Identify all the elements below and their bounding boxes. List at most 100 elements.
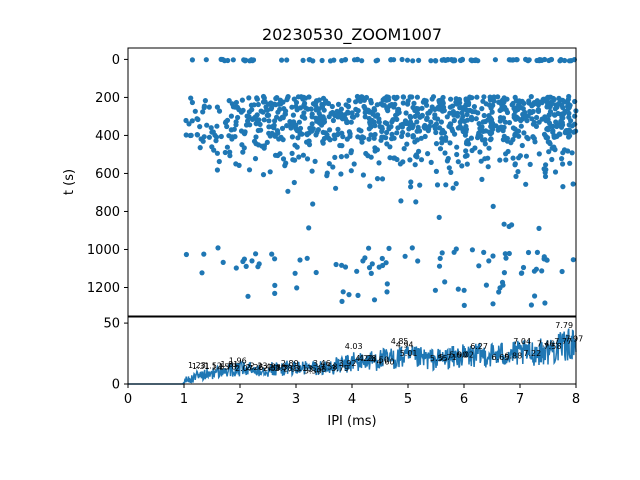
scatter-point-224 [226, 98, 232, 104]
scatter-point-1129 [249, 258, 255, 264]
scatter-point-814 [571, 129, 577, 135]
scatter-point-338 [363, 94, 370, 101]
scatter-point-82 [450, 57, 456, 63]
peak-annotation-36: 6.65 [491, 353, 509, 362]
scatter-point-415 [437, 125, 443, 131]
scatter-point-804 [241, 130, 247, 136]
scatter-point-984 [561, 147, 568, 153]
scatter-point-1117 [376, 264, 382, 270]
scatter-point-1104 [342, 264, 349, 270]
scatter-point-749 [432, 106, 438, 112]
scatter-point-890 [455, 159, 461, 165]
scatter-point-733 [327, 127, 333, 133]
scatter-point-1049 [434, 182, 441, 188]
scatter-point-856 [408, 123, 414, 129]
scatter-point-1109 [199, 270, 205, 276]
scatter-point-1122 [525, 249, 532, 256]
raster-y-tick-label-4: 800 [95, 205, 120, 220]
scatter-point-982 [241, 145, 247, 151]
scatter-point-1050 [367, 183, 373, 189]
scatter-point-860 [273, 132, 279, 138]
scatter-point-799 [296, 119, 302, 125]
peak-annotation-44: 7.97 [565, 335, 583, 344]
scatter-point-337 [565, 105, 572, 112]
scatter-point-739 [464, 111, 470, 118]
scatter-point-302 [260, 99, 267, 105]
scatter-point-848 [313, 107, 319, 113]
scatter-point-1048 [485, 164, 491, 170]
scatter-point-863 [558, 124, 565, 130]
scatter-point-342 [471, 104, 477, 110]
scatter-point-1139 [384, 281, 390, 287]
scatter-point-965 [418, 157, 425, 163]
scatter-point-646 [476, 121, 482, 127]
scatter-point-414 [308, 106, 314, 112]
scatter-point-419 [518, 123, 524, 129]
scatter-point-1119 [233, 265, 239, 271]
scatter-point-39 [250, 57, 257, 63]
scatter-point-1136 [294, 285, 300, 291]
scatter-point-914 [437, 146, 444, 152]
scatter-point-999 [551, 144, 557, 150]
scatter-point-947 [549, 156, 555, 163]
scatter-point-783 [521, 130, 527, 136]
scatter-point-778 [414, 110, 421, 116]
scatter-point-43 [319, 57, 325, 64]
scatter-point-806 [459, 125, 465, 131]
scatter-point-72 [433, 58, 439, 64]
scatter-point-234 [488, 105, 494, 111]
scatter-point-955 [500, 137, 506, 143]
scatter-point-953 [251, 138, 258, 144]
scatter-point-86 [542, 56, 548, 63]
scatter-point-1153 [442, 279, 448, 285]
scatter-point-1040 [260, 172, 267, 178]
scatter-point-665 [344, 119, 350, 125]
scatter-point-425 [330, 117, 336, 124]
histogram-x-tick-label-0: 0 [124, 392, 132, 407]
scatter-point-870 [497, 157, 503, 163]
scatter-point-741 [366, 109, 373, 115]
scatter-point-87 [374, 57, 381, 63]
scatter-point-311 [295, 94, 301, 100]
scatter-point-971 [400, 159, 406, 165]
scatter-point-78 [306, 57, 312, 63]
scatter-point-20 [359, 58, 365, 64]
scatter-point-697 [186, 121, 192, 127]
scatter-point-991 [280, 137, 286, 143]
raster-y-tick-label-2: 400 [95, 129, 120, 144]
scatter-point-1017 [413, 153, 419, 159]
scatter-point-1154 [339, 298, 345, 304]
scatter-point-431 [289, 134, 295, 140]
scatter-point-962 [503, 157, 509, 163]
scatter-point-44 [189, 57, 195, 63]
scatter-point-771 [340, 134, 346, 140]
scatter-point-825 [382, 120, 388, 126]
scatter-point-1059 [330, 164, 336, 170]
scatter-point-181 [526, 98, 532, 104]
scatter-point-306 [280, 99, 286, 105]
scatter-point-958 [447, 140, 453, 146]
scatter-point-994 [567, 160, 573, 166]
scatter-point-36 [331, 57, 337, 63]
scatter-point-820 [388, 124, 394, 130]
scatter-point-808 [302, 115, 308, 121]
peak-annotation-14: 2.89 [281, 359, 299, 368]
scatter-point-264 [409, 94, 415, 100]
scatter-point-641 [432, 112, 438, 118]
scatter-point-686 [457, 119, 463, 125]
peak-annotation-16: 3.13 [294, 364, 312, 373]
scatter-point-278 [345, 104, 352, 110]
scatter-point-347 [313, 100, 319, 106]
scatter-point-296 [230, 104, 236, 110]
scatter-point-873 [443, 137, 449, 143]
scatter-point-1116 [366, 245, 372, 251]
scatter-point-26 [410, 58, 416, 64]
scatter-point-491 [245, 118, 251, 124]
peak-annotation-33: 5.90 [449, 350, 467, 359]
scatter-point-1135 [496, 289, 502, 295]
scatter-point-847 [345, 109, 351, 115]
scatter-point-784 [335, 112, 341, 118]
raster-plot: 0 200 400 600 800 1000 1200 t (s) [62, 47, 579, 317]
scatter-point-1128 [531, 268, 538, 274]
scatter-point-1114 [383, 260, 389, 266]
